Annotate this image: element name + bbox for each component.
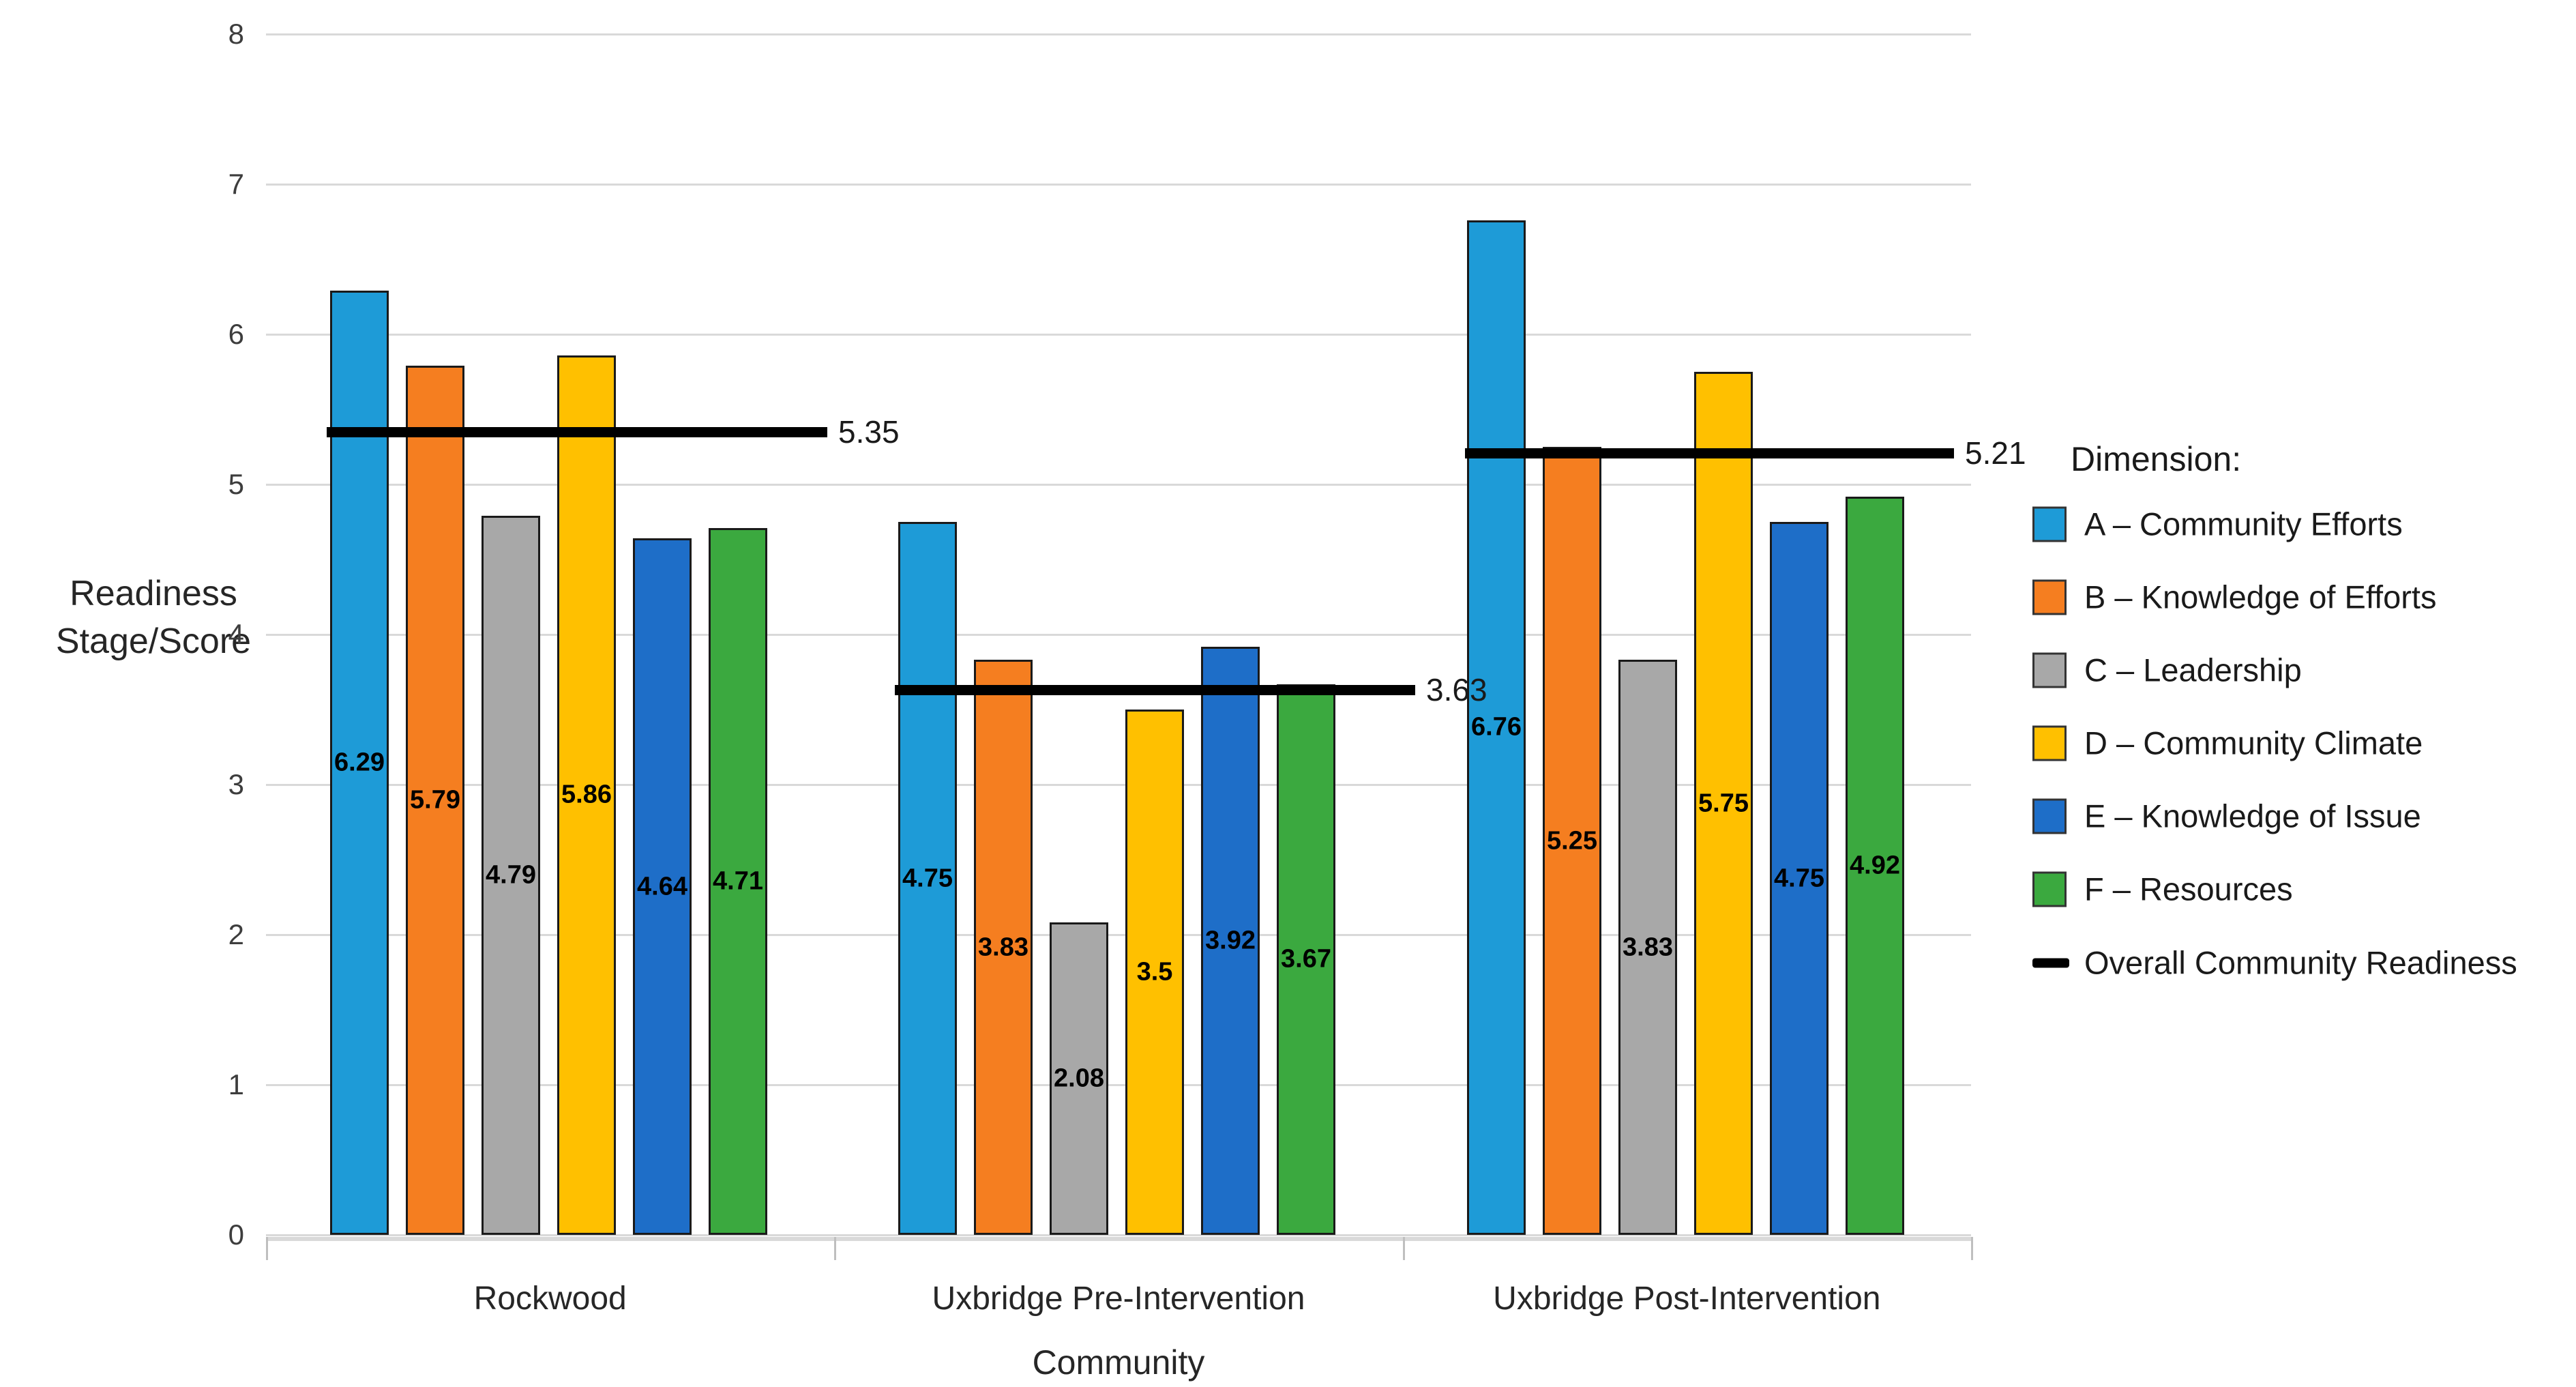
bar-value-label: 4.79	[486, 860, 536, 890]
legend-swatch-icon	[2032, 798, 2067, 834]
y-axis-title: Readiness Stage/Score	[55, 574, 252, 662]
x-axis-tick	[266, 1237, 268, 1260]
bar-value-label: 3.83	[978, 933, 1028, 962]
overall-readiness-line	[895, 685, 1415, 695]
gridline	[266, 33, 1971, 35]
gridline	[266, 634, 1971, 636]
y-axis-tick-label: 7	[228, 168, 244, 200]
legend-item-resources: F – Resources	[2032, 871, 2293, 908]
y-axis-tick-label: 3	[228, 768, 244, 800]
y-axis-tick-label: 2	[228, 918, 244, 950]
y-axis-tick-label: 6	[228, 318, 244, 350]
overall-readiness-value-label: 5.35	[838, 414, 900, 450]
bar-value-label: 6.76	[1471, 712, 1522, 742]
bar-e-uxbridge-pre-intervention	[1201, 647, 1260, 1235]
bar-c-uxbridge-pre-intervention	[1050, 922, 1108, 1235]
legend-swatch-icon	[2032, 506, 2067, 542]
bar-value-label: 4.71	[713, 866, 763, 896]
bar-a-rockwood	[330, 291, 389, 1235]
legend-item-label: B – Knowledge of Efforts	[2084, 579, 2437, 615]
bar-value-label: 2.08	[1054, 1064, 1104, 1093]
x-axis-tick	[834, 1237, 836, 1260]
bar-value-label: 6.29	[334, 748, 385, 777]
bar-a-uxbridge-post-intervention	[1467, 220, 1526, 1235]
bar-value-label: 5.86	[561, 780, 612, 809]
legend-item-label: D – Community Climate	[2084, 725, 2423, 761]
bar-c-rockwood	[482, 516, 540, 1235]
legend-line-marker-icon	[2032, 958, 2069, 967]
bar-b-uxbridge-pre-intervention	[974, 660, 1033, 1235]
legend-item-label: C – Leadership	[2084, 652, 2302, 688]
overall-readiness-line	[327, 427, 827, 437]
legend-item-community-climate: D – Community Climate	[2032, 725, 2423, 762]
y-axis-tick-label: 0	[228, 1218, 244, 1251]
bar-value-label: 4.75	[902, 864, 953, 893]
legend-item-overall-community-readiness: Overall Community Readiness	[2032, 944, 2517, 982]
overall-readiness-value-label: 5.21	[1965, 435, 2026, 471]
gridline	[266, 184, 1971, 186]
y-axis-tick-label: 5	[228, 468, 244, 500]
legend-swatch-icon	[2032, 652, 2067, 688]
bar-e-rockwood	[633, 538, 692, 1235]
bar-f-uxbridge-post-intervention	[1846, 497, 1904, 1235]
bar-a-uxbridge-pre-intervention	[898, 522, 957, 1235]
overall-readiness-line	[1465, 448, 1954, 458]
legend-item-label: F – Resources	[2084, 871, 2293, 907]
bar-b-rockwood	[406, 366, 464, 1235]
bar-d-uxbridge-post-intervention	[1694, 372, 1753, 1235]
legend-item-knowledge-of-issue: E – Knowledge of Issue	[2032, 798, 2421, 835]
legend-title: Dimension:	[2071, 440, 2242, 478]
bar-value-label: 4.75	[1774, 864, 1824, 893]
legend-item-community-efforts: A – Community Efforts	[2032, 506, 2403, 543]
bar-e-uxbridge-post-intervention	[1770, 522, 1829, 1235]
bar-value-label: 4.92	[1850, 851, 1900, 880]
legend-item-leadership: C – Leadership	[2032, 652, 2302, 689]
bar-value-label: 3.67	[1281, 944, 1331, 974]
bar-f-rockwood	[709, 528, 767, 1235]
gridline	[266, 484, 1971, 486]
x-axis-category-label-rockwood: Rockwood	[473, 1281, 627, 1317]
gridline	[266, 934, 1971, 936]
bar-value-label: 3.83	[1623, 933, 1673, 962]
legend-swatch-icon	[2032, 871, 2067, 907]
x-axis-tick	[1403, 1237, 1405, 1260]
gridline	[266, 784, 1971, 786]
y-axis-tick-label: 1	[228, 1068, 244, 1100]
x-axis-title: Community	[1032, 1343, 1205, 1382]
gridline	[266, 1234, 1971, 1236]
x-axis-line	[266, 1237, 1971, 1241]
bar-f-uxbridge-pre-intervention	[1277, 684, 1335, 1235]
legend-item-label: Overall Community Readiness	[2084, 944, 2517, 981]
bar-value-label: 5.75	[1698, 789, 1749, 818]
y-axis-tick-label: 8	[228, 18, 244, 50]
bar-c-uxbridge-post-intervention	[1618, 660, 1677, 1235]
bar-value-label: 5.25	[1547, 826, 1597, 856]
legend-swatch-icon	[2032, 725, 2067, 761]
legend-item-knowledge-of-efforts: B – Knowledge of Efforts	[2032, 579, 2436, 616]
x-axis-category-label-uxbridge-post-intervention: Uxbridge Post-Intervention	[1493, 1281, 1881, 1317]
y-axis-tick-label: 4	[228, 618, 244, 650]
bar-value-label: 3.5	[1136, 957, 1173, 987]
legend-item-label: A – Community Efforts	[2084, 506, 2403, 542]
gridline	[266, 1084, 1971, 1086]
bar-d-rockwood	[557, 355, 616, 1235]
gridline	[266, 334, 1971, 336]
bar-value-label: 5.79	[410, 785, 460, 815]
legend-item-label: E – Knowledge of Issue	[2084, 798, 2421, 834]
bar-value-label: 3.92	[1205, 926, 1256, 955]
x-axis-tick	[1971, 1237, 1973, 1260]
bar-b-uxbridge-post-intervention	[1543, 447, 1601, 1235]
bar-d-uxbridge-pre-intervention	[1125, 710, 1184, 1235]
overall-readiness-value-label: 3.63	[1426, 672, 1487, 707]
x-axis-category-label-uxbridge-pre-intervention: Uxbridge Pre-Intervention	[932, 1281, 1305, 1317]
legend-swatch-icon	[2032, 579, 2067, 615]
bar-value-label: 4.64	[637, 872, 687, 901]
